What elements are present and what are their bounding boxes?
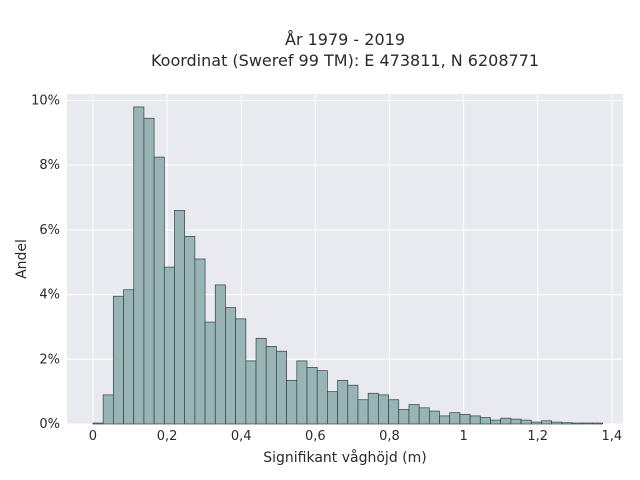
y-tick-label: 0% [39, 417, 60, 432]
histogram-bar [194, 258, 206, 425]
x-tick-label: 0,4 [231, 429, 252, 444]
histogram-bar [581, 422, 593, 425]
histogram-bar [306, 367, 318, 425]
histogram-bar [143, 117, 155, 425]
histogram-bar [225, 307, 237, 425]
histogram-bar [316, 370, 328, 425]
histogram-bar [296, 360, 308, 425]
histogram-bar [510, 418, 522, 425]
x-tick-label: 0,2 [157, 429, 178, 444]
histogram-bar [184, 236, 196, 425]
histogram-bar [347, 384, 359, 425]
x-axis-label: Signifikant våghöjd (m) [263, 449, 426, 466]
histogram-bar [459, 413, 471, 425]
histogram-bar [541, 420, 552, 425]
histogram-bar [163, 266, 175, 425]
histogram-bar [551, 421, 563, 425]
chart-title-line-1: År 1979 - 2019 [285, 30, 405, 49]
y-axis-label: Andel [14, 239, 30, 279]
y-tick-label: 2% [39, 352, 60, 367]
histogram-bar [92, 422, 104, 425]
histogram-bar [408, 404, 420, 425]
histogram-bar [214, 284, 226, 425]
histogram-bar [327, 391, 338, 425]
histogram-bar [378, 394, 389, 425]
histogram-bar [469, 415, 481, 425]
y-axis-ticks: 0% 2% 4% 6% 8% 10% [31, 93, 60, 432]
x-tick-label: 0,8 [379, 429, 400, 444]
histogram-bar [286, 379, 298, 425]
histogram-bar [235, 318, 247, 425]
histogram-bar [449, 412, 461, 425]
histogram-bar [174, 210, 186, 425]
histogram-bar [112, 295, 124, 425]
histogram-bar [479, 417, 491, 425]
y-tick-label: 8% [39, 158, 60, 173]
histogram-bar [102, 394, 114, 425]
histogram-bar [418, 407, 430, 425]
histogram-bar [439, 415, 451, 425]
histogram-bar [245, 360, 257, 425]
x-axis-ticks: 0 0,2 0,4 0,6 0,8 1 1,2 1,4 [89, 429, 622, 444]
x-tick-label: 0 [89, 429, 97, 444]
histogram-bar [123, 289, 135, 425]
histogram-bar [490, 419, 502, 425]
chart-title-line-2: Koordinat (Sweref 99 TM): E 473811, N 62… [151, 51, 539, 70]
histogram-bar [571, 422, 583, 425]
histogram-bar [592, 422, 603, 425]
histogram-bar [204, 321, 216, 425]
histogram-bar [133, 106, 145, 425]
x-tick-label: 0,6 [305, 429, 326, 444]
histogram-bar [428, 410, 440, 425]
histogram-bar [398, 409, 410, 425]
x-tick-label: 1,2 [527, 429, 548, 444]
histogram-bar [337, 379, 349, 425]
y-tick-label: 4% [39, 288, 60, 303]
x-tick-label: 1 [459, 429, 467, 444]
histogram-bar [276, 350, 287, 425]
histogram-bar [388, 399, 400, 425]
histogram-bar [255, 337, 267, 425]
histogram-bar [153, 156, 165, 425]
histogram-bar [265, 346, 277, 425]
histogram-bar [500, 417, 512, 425]
histogram-bar [561, 422, 573, 425]
y-tick-label: 10% [31, 93, 60, 108]
histogram-bar [357, 399, 369, 425]
histogram-bars [92, 106, 603, 425]
y-tick-label: 6% [39, 223, 60, 238]
histogram-bar [520, 419, 532, 425]
histogram-bar [530, 421, 542, 425]
x-tick-label: 1,4 [602, 429, 623, 444]
histogram-bar [367, 392, 379, 425]
